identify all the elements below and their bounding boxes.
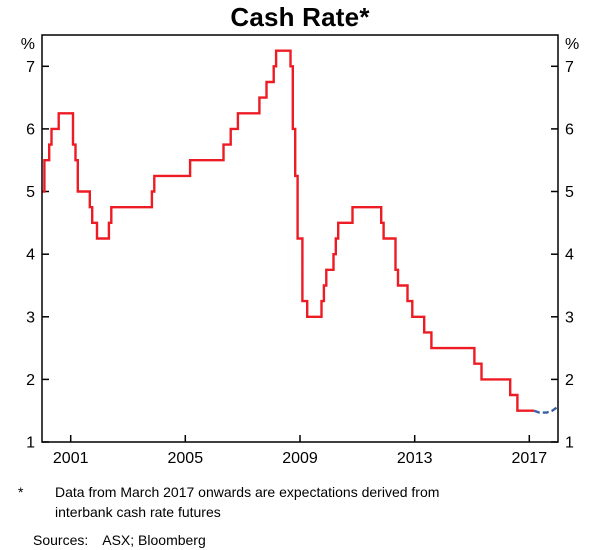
- sources-label: Sources:: [33, 532, 89, 548]
- sources-value: ASX; Bloomberg: [102, 532, 206, 548]
- y-tick-label-right: 4: [565, 247, 574, 264]
- x-axis: 2001 2005 2009 2013 2017: [53, 435, 547, 467]
- y-tick-label-left: 5: [26, 184, 35, 201]
- y-axis: 1 1 2 2 3 3 4 4 5 5 6 6 7 7%%: [21, 36, 579, 452]
- y-tick-label-left: 3: [26, 309, 35, 326]
- y-axis-unit-left: %: [21, 36, 35, 53]
- y-tick-label-left: 7: [26, 59, 35, 76]
- y-tick-label-left: 4: [26, 247, 35, 264]
- x-tick-label: 2009: [282, 450, 318, 467]
- cash-rate-chart: 1 1 2 2 3 3 4 4 5 5 6 6 7 7%% 2001 2005 2009 2013 2017: [21, 34, 579, 467]
- x-tick-label: 2017: [512, 450, 548, 467]
- y-tick-label-right: 6: [565, 121, 574, 138]
- y-tick-label-right: 3: [565, 309, 574, 326]
- y-tick-label-left: 6: [26, 121, 35, 138]
- y-tick-label-right: 2: [565, 372, 574, 389]
- y-tick-label-left: 2: [26, 372, 35, 389]
- footnotes: * Data from March 2017 onwards are expec…: [0, 482, 600, 550]
- chart-title: Cash Rate*: [230, 2, 370, 32]
- sources-row: Sources: ASX; Bloomberg: [0, 530, 600, 550]
- y-axis-unit-right: %: [565, 36, 579, 53]
- series-expectations: [533, 406, 558, 414]
- plot-border: [41, 34, 559, 443]
- y-tick-label-right: 5: [565, 184, 574, 201]
- y-tick-label-right: 7: [565, 59, 574, 76]
- x-tick-label: 2001: [53, 450, 89, 467]
- cash-rate-chart-svg: 1 1 2 2 3 3 4 4 5 5 6 6 7 7% % 2001 2005 2009 2013 2017: [21, 34, 579, 467]
- footnote-marker: *: [18, 484, 24, 500]
- series-actual: [42, 49, 535, 412]
- footnote-text: Data from March 2017 onwards are expecta…: [55, 484, 440, 520]
- y-tick-label-left: 1: [26, 435, 35, 452]
- x-tick-label: 2005: [168, 450, 204, 467]
- footnote-row: * Data from March 2017 onwards are expec…: [0, 482, 600, 522]
- x-tick-label: 2013: [397, 450, 433, 467]
- y-tick-label-right: 1: [565, 435, 574, 452]
